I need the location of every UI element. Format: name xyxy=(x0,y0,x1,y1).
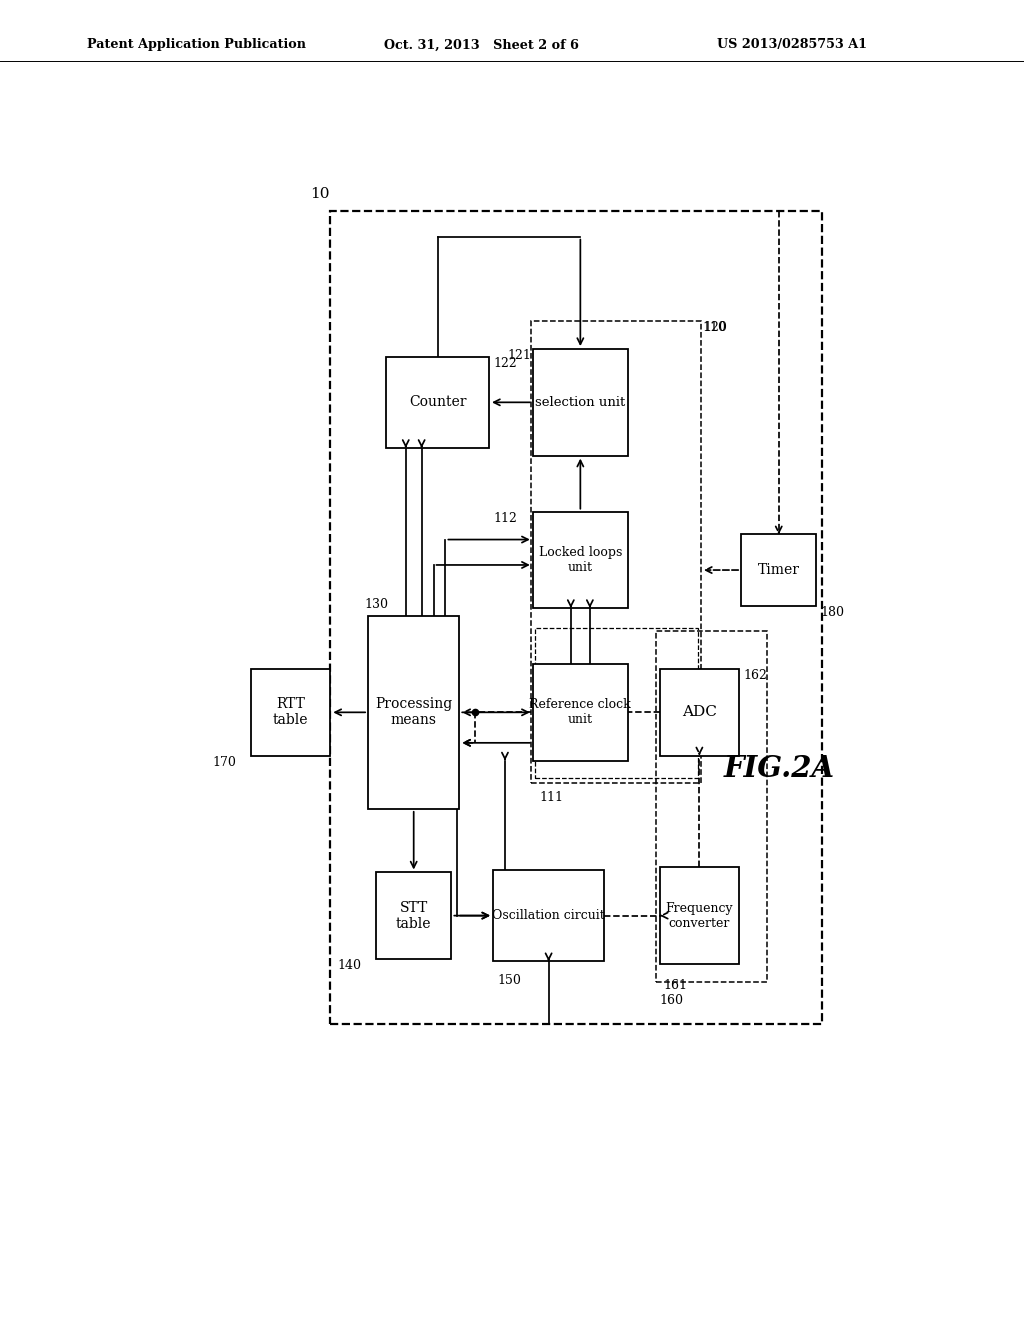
Text: Processing
means: Processing means xyxy=(375,697,453,727)
Bar xyxy=(655,631,767,982)
Text: selection unit: selection unit xyxy=(536,396,626,409)
Text: US 2013/0285753 A1: US 2013/0285753 A1 xyxy=(717,38,866,51)
Text: 10: 10 xyxy=(310,187,330,201)
Bar xyxy=(531,321,701,784)
Bar xyxy=(741,535,816,606)
Text: 121: 121 xyxy=(507,348,531,362)
Bar xyxy=(494,870,604,961)
Text: 140: 140 xyxy=(338,958,361,972)
Bar xyxy=(536,628,697,779)
Bar xyxy=(386,356,489,447)
Text: 180: 180 xyxy=(820,606,845,619)
Text: 160: 160 xyxy=(659,994,684,1007)
Text: Timer: Timer xyxy=(758,564,800,577)
Text: 170: 170 xyxy=(213,755,237,768)
Text: 111: 111 xyxy=(539,791,563,804)
Bar xyxy=(659,669,739,755)
Bar xyxy=(532,512,628,609)
Bar xyxy=(376,873,452,958)
Bar xyxy=(532,664,628,760)
Bar xyxy=(532,348,628,455)
Text: 110: 110 xyxy=(702,321,727,334)
Text: 112: 112 xyxy=(494,512,517,524)
Text: Counter: Counter xyxy=(409,395,466,409)
Text: Patent Application Publication: Patent Application Publication xyxy=(87,38,306,51)
Text: 130: 130 xyxy=(365,598,388,611)
Text: 120: 120 xyxy=(703,321,727,334)
Bar xyxy=(659,867,739,964)
Text: 122: 122 xyxy=(494,356,517,370)
Text: 161: 161 xyxy=(664,979,688,993)
Text: Oct. 31, 2013   Sheet 2 of 6: Oct. 31, 2013 Sheet 2 of 6 xyxy=(384,38,579,51)
Text: Oscillation circuit: Oscillation circuit xyxy=(493,909,605,923)
Text: Frequency
converter: Frequency converter xyxy=(666,902,733,929)
Text: Locked loops
unit: Locked loops unit xyxy=(539,546,622,574)
Text: STT
table: STT table xyxy=(396,900,431,931)
Text: 162: 162 xyxy=(743,669,767,682)
Bar xyxy=(331,211,822,1024)
Text: 150: 150 xyxy=(497,974,521,986)
Text: ADC: ADC xyxy=(682,705,717,719)
Text: FIG.2A: FIG.2A xyxy=(723,754,835,783)
Bar xyxy=(251,669,331,755)
Bar xyxy=(368,615,460,809)
Text: Reference clock
unit: Reference clock unit xyxy=(529,698,631,726)
Text: RTT
table: RTT table xyxy=(273,697,308,727)
